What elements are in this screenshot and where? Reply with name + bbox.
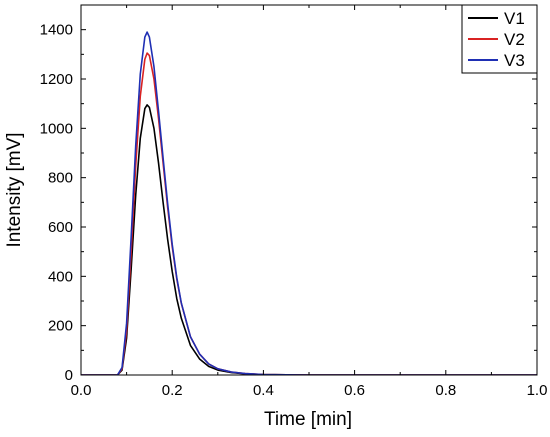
x-axis-label: Time [min] (264, 409, 352, 430)
legend: V1 V2 V3 (461, 4, 538, 74)
axes-layer: 0.0 0.2 0.4 0.6 0.8 1.0 0 200 400 600 800 1000 1200 1… (40, 4, 548, 399)
y-tick-label: 600 (48, 219, 73, 236)
x-tick-label: 0.6 (344, 382, 365, 399)
y-tick-label: 1200 (40, 71, 73, 88)
series-line-v3 (81, 31, 537, 375)
x-tick-label: 1.0 (527, 382, 548, 399)
y-tick-label: 800 (48, 170, 73, 187)
legend-label-v1: V1 (504, 9, 525, 28)
y-axis-label: Intensity [mV] (4, 132, 25, 247)
series-line-v2 (81, 52, 537, 375)
legend-label-v2: V2 (504, 30, 525, 49)
plot-layer (81, 31, 537, 375)
y-tick-label: 400 (48, 268, 73, 285)
series-line-v1 (81, 104, 537, 375)
y-tick-label: 1400 (40, 22, 73, 39)
x-tick-label: 0.8 (435, 382, 456, 399)
x-tick-label: 0.0 (71, 382, 92, 399)
y-tick-label: 1000 (40, 120, 73, 137)
x-tick-label: 0.4 (253, 382, 274, 399)
x-tick-label: 0.2 (162, 382, 183, 399)
y-tick-label: 200 (48, 318, 73, 335)
y-tick-label: 0 (65, 367, 73, 384)
legend-label-v3: V3 (504, 51, 525, 70)
